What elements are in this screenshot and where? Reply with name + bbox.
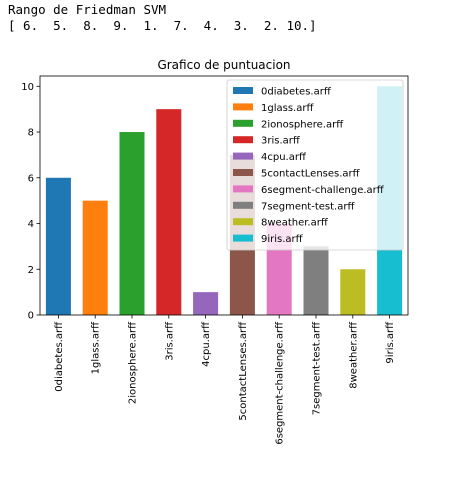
x-tick-label: 8weather.arff — [348, 321, 359, 389]
x-tick-label: 1glass.arff — [91, 321, 102, 374]
y-tick-label: 4 — [28, 219, 34, 230]
legend-swatch-9iris-arff — [233, 234, 253, 242]
legend-box — [226, 79, 404, 251]
y-tick-label: 10 — [21, 82, 34, 93]
legend-swatch-5contactlenses-arff — [233, 169, 253, 176]
x-tick-label: 5contactLenses.arff — [238, 321, 249, 421]
bar-1glass-arff — [82, 200, 108, 315]
bar-3ris-arff — [156, 109, 182, 315]
x-tick-label: 3ris.arff — [164, 321, 175, 361]
x-tick-label: 7segment-test.arff — [312, 321, 323, 415]
y-tick-label: 2 — [28, 265, 34, 276]
legend-label-4cpu-arff: 4cpu.arff — [261, 152, 307, 163]
legend-label-9iris-arff: 9iris.arff — [261, 234, 304, 245]
legend-label-7segment-test-arff: 7segment-test.arff — [261, 201, 355, 212]
legend-swatch-0diabetes-arff — [233, 87, 253, 94]
legend-label-6segment-challenge-arff: 6segment-challenge.arff — [261, 185, 385, 196]
x-tick-label: 6segment-challenge.arff — [275, 321, 286, 445]
x-tick-label: 0diabetes.arff — [54, 321, 65, 392]
legend-swatch-6segment-challenge-arff — [233, 185, 253, 193]
y-tick-label: 6 — [28, 173, 34, 184]
bar-0diabetes-arff — [45, 177, 71, 315]
friedman-rank-heading: Rango de Friedman SVM — [8, 2, 167, 17]
y-tick-label: 8 — [28, 128, 34, 139]
legend-swatch-3ris-arff — [233, 136, 253, 144]
x-tick-label: 4cpu.arff — [201, 321, 212, 367]
legend-swatch-2ionosphere-arff — [233, 119, 253, 127]
x-tick-label: 2ionosphere.arff — [128, 321, 139, 404]
bar-2ionosphere-arff — [119, 132, 145, 315]
legend-swatch-8weather-arff — [233, 218, 253, 226]
x-tick-label: 9iris.arff — [385, 321, 396, 364]
legend-swatch-1glass-arff — [233, 103, 253, 111]
legend-label-0diabetes-arff: 0diabetes.arff — [261, 87, 332, 98]
legend-label-2ionosphere-arff: 2ionosphere.arff — [261, 119, 344, 130]
plot-frame — [39, 75, 409, 316]
y-tick-label: 0 — [28, 311, 34, 322]
bar-7segment-test-arff — [303, 246, 329, 315]
console-output: Rango de Friedman SVM[ 6. 5. 8. 9. 1. 7.… — [8, 2, 317, 34]
bar-4cpu-arff — [193, 292, 219, 315]
bar-8weather-arff — [340, 269, 366, 315]
legend: 0diabetes.arff 1glass.arff 2ionosphere.arf… — [226, 79, 404, 251]
legend-label-5contactlenses-arff: 5contactLenses.arff — [261, 169, 361, 180]
legend-swatch-4cpu-arff — [233, 152, 253, 160]
legend-label-8weather-arff: 8weather.arff — [261, 218, 329, 229]
friedman-rank-values: [ 6. 5. 8. 9. 1. 7. 4. 3. 2. 10.] — [8, 18, 317, 33]
legend-swatch-7segment-test-arff — [233, 201, 253, 209]
legend-label-3ris-arff: 3ris.arff — [261, 136, 301, 147]
legend-label-1glass-arff: 1glass.arff — [261, 103, 314, 114]
chart-title: Grafico de puntuacion — [157, 58, 290, 72]
